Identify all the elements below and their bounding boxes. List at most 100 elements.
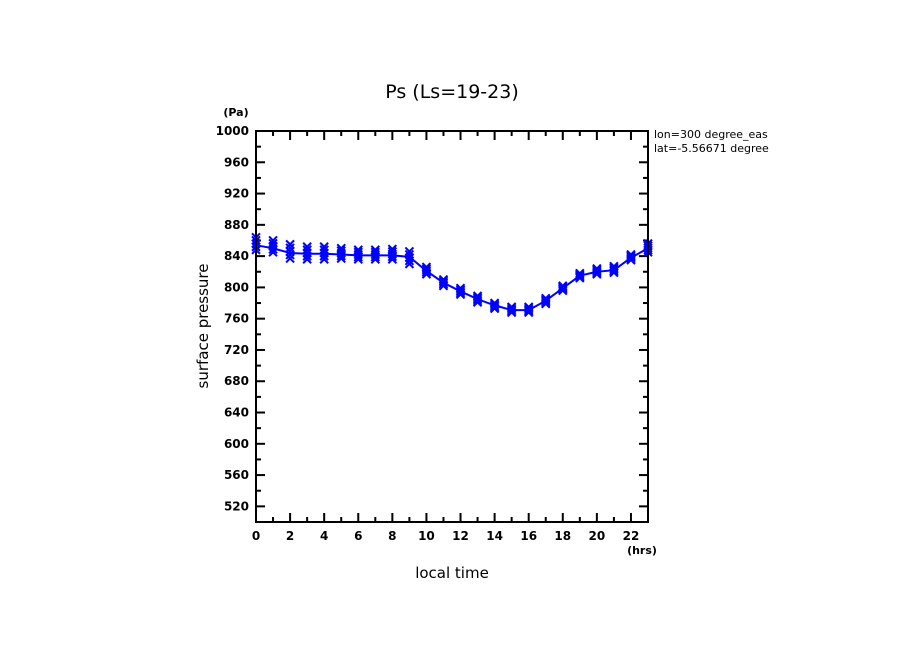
marker-stroke <box>302 245 312 255</box>
x-tick-label: 8 <box>388 529 396 543</box>
data-point-marker <box>319 245 329 255</box>
series-line <box>255 244 649 312</box>
x-tick-label: 6 <box>354 529 362 543</box>
y-tick-label: 560 <box>224 468 249 482</box>
marker-stroke <box>455 283 466 293</box>
x-tick-label: 2 <box>286 529 294 543</box>
marker-stroke <box>438 278 449 288</box>
y-tick-label: 1000 <box>216 124 249 138</box>
data-point-marker <box>421 262 432 272</box>
data-point-marker <box>302 245 312 255</box>
data-point-marker <box>506 302 517 312</box>
data-point-marker <box>319 242 329 252</box>
marker-stroke <box>523 302 534 312</box>
marker-stroke <box>285 246 295 257</box>
marker-stroke <box>370 247 381 257</box>
marker-stroke <box>387 246 398 257</box>
data-point-marker <box>609 261 619 271</box>
x-axis-title: local time <box>415 564 489 582</box>
y-tick-label: 640 <box>224 406 249 420</box>
y-tick-label: 520 <box>224 499 249 513</box>
data-point-marker <box>336 246 346 256</box>
x-tick-label: 10 <box>418 529 435 543</box>
marker-stroke <box>455 285 466 295</box>
marker-stroke <box>268 235 278 246</box>
marker-stroke <box>438 274 449 285</box>
marker-stroke <box>575 268 585 279</box>
y-tick-label: 840 <box>224 249 249 263</box>
x-tick-label: 0 <box>252 529 260 543</box>
marker-stroke <box>370 245 381 255</box>
marker-stroke <box>506 302 517 312</box>
data-point-marker <box>268 235 278 246</box>
data-point-marker <box>336 243 346 254</box>
marker-stroke <box>336 246 346 256</box>
marker-stroke <box>558 281 568 291</box>
marker-stroke <box>319 242 329 252</box>
marker-stroke <box>472 292 483 303</box>
data-point-marker <box>285 246 295 257</box>
x-tick-label: 14 <box>486 529 503 543</box>
marker-stroke <box>438 276 449 286</box>
y-tick-label: 800 <box>224 280 249 294</box>
data-point-marker <box>558 281 568 291</box>
data-point-marker <box>626 249 636 260</box>
x-tick-label: 4 <box>320 529 328 543</box>
x-tick-label: 12 <box>452 529 469 543</box>
data-series <box>251 232 653 318</box>
data-point-marker <box>523 302 534 312</box>
marker-stroke <box>285 253 295 264</box>
marker-stroke <box>421 265 432 276</box>
data-point-marker <box>302 242 312 252</box>
chart-title: Ps (Ls=19-23) <box>385 81 519 103</box>
y-tick-label: 960 <box>224 155 249 169</box>
tick-labels: 0 2 4 6 8 10 12 14 16 18 20 22 520 560 600 640 680 720 760… <box>216 124 640 543</box>
data-point-marker <box>387 246 398 257</box>
data-point-marker <box>285 239 295 250</box>
data-point-marker <box>609 263 619 273</box>
marker-stroke <box>489 298 500 308</box>
data-point-marker <box>353 245 363 255</box>
data-point-marker <box>285 243 295 253</box>
marker-stroke <box>472 291 483 301</box>
data-point-marker <box>455 286 466 297</box>
marker-stroke <box>421 264 432 274</box>
marker-stroke <box>609 263 619 273</box>
marker-stroke <box>609 261 619 271</box>
marker-stroke <box>268 238 278 249</box>
data-point-marker <box>387 244 398 254</box>
data-point-marker <box>370 247 381 257</box>
plot-frame <box>255 130 649 523</box>
y-tick-label: 720 <box>224 343 249 357</box>
data-point-marker <box>472 292 483 303</box>
y-axis-title: surface pressure <box>194 264 212 389</box>
marker-stroke <box>626 249 636 260</box>
x-unit-label: (hrs) <box>627 544 657 557</box>
data-point-marker <box>370 245 381 255</box>
y-tick-label: 920 <box>224 187 249 201</box>
data-point-marker <box>438 276 449 286</box>
marker-stroke <box>404 246 415 257</box>
marker-stroke <box>336 243 346 254</box>
data-point-marker <box>404 246 415 257</box>
data-point-marker <box>489 298 500 308</box>
data-point-marker <box>609 264 619 275</box>
annotation-lat: lat=-5.56671 degree <box>654 142 769 155</box>
axis-ticks <box>255 130 649 523</box>
x-tick-label: 18 <box>554 529 571 543</box>
marker-stroke <box>404 249 415 260</box>
data-point-marker <box>268 238 278 249</box>
data-point-marker <box>285 253 295 264</box>
x-tick-label: 20 <box>589 529 606 543</box>
data-point-marker <box>592 263 602 274</box>
data-point-marker <box>421 264 432 274</box>
y-tick-label: 680 <box>224 374 249 388</box>
marker-stroke <box>592 263 602 274</box>
data-point-marker <box>575 268 585 279</box>
data-point-marker <box>472 294 483 304</box>
marker-stroke <box>541 293 551 304</box>
y-tick-label: 760 <box>224 312 249 326</box>
x-tick-label: 22 <box>623 529 640 543</box>
y-unit-label: (Pa) <box>223 106 248 119</box>
